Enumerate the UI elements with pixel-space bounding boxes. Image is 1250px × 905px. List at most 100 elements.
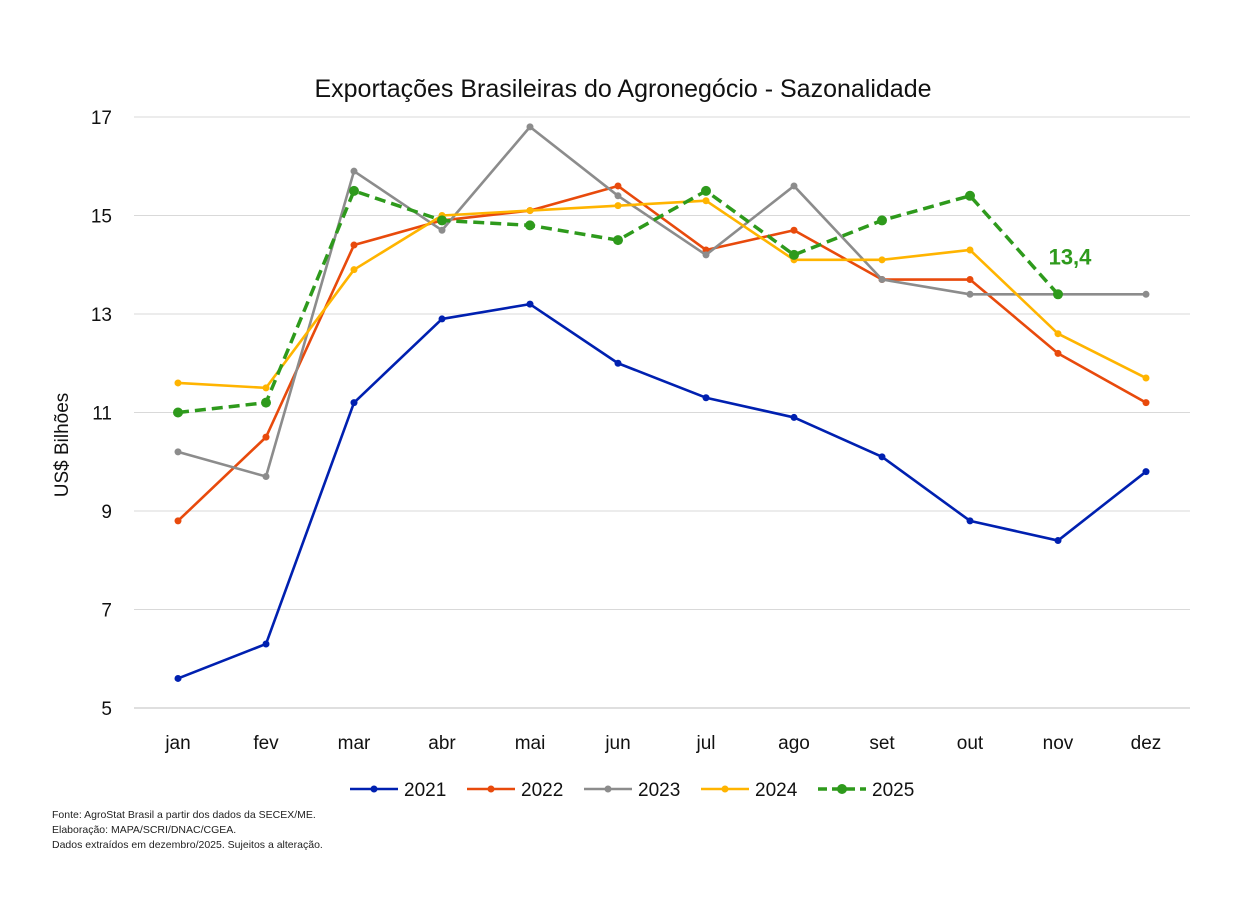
data-point <box>1054 330 1062 338</box>
x-tick-label: nov <box>1043 733 1074 754</box>
data-point <box>790 182 798 190</box>
y-tick-label: 5 <box>101 699 112 720</box>
data-point <box>350 266 358 274</box>
data-point <box>261 397 271 408</box>
data-point <box>790 226 798 234</box>
legend-marker <box>837 784 847 794</box>
data-point <box>262 473 270 481</box>
data-point <box>966 276 974 284</box>
data-point <box>789 249 799 260</box>
data-point <box>1142 290 1150 298</box>
series-line-2025 <box>177 189 1060 415</box>
y-tick-label: 7 <box>101 601 112 622</box>
x-tick-label: ago <box>778 733 810 754</box>
data-point <box>350 241 358 249</box>
x-tick-label: out <box>957 733 984 754</box>
data-point <box>174 448 182 456</box>
data-point <box>702 197 710 205</box>
data-point <box>965 190 975 201</box>
legend-item-2024: 2024 <box>701 780 798 801</box>
data-point <box>966 246 974 254</box>
legend-item-2022: 2022 <box>467 780 563 801</box>
data-point <box>262 384 270 392</box>
data-point <box>702 251 710 259</box>
data-point <box>1053 289 1063 300</box>
series-2023 <box>174 123 1150 481</box>
x-tick-label: set <box>869 733 895 754</box>
x-tick-label: fev <box>253 733 279 754</box>
series-2025 <box>173 185 1063 418</box>
data-point <box>614 359 622 367</box>
data-point <box>877 215 887 226</box>
legend-marker <box>487 785 495 793</box>
series-2022 <box>174 182 1150 525</box>
data-point <box>790 413 798 421</box>
legend-marker <box>721 785 729 793</box>
data-point <box>878 256 886 264</box>
y-tick-label: 15 <box>91 207 112 228</box>
legend-label: 2023 <box>638 780 680 801</box>
x-tick-label: abr <box>428 733 456 754</box>
x-tick-label: mai <box>515 733 546 754</box>
data-point <box>1142 468 1150 476</box>
data-point <box>262 640 270 648</box>
y-tick-label: 13 <box>91 305 112 326</box>
legend-item-2021: 2021 <box>350 780 446 801</box>
data-point <box>437 215 447 226</box>
data-point <box>1142 374 1150 382</box>
y-tick-label: 9 <box>101 502 112 523</box>
series-line-2023 <box>177 125 1146 478</box>
legend-label: 2022 <box>521 780 563 801</box>
series-line-2024 <box>177 199 1147 390</box>
data-point <box>526 300 534 308</box>
data-point <box>262 433 270 441</box>
x-tick-label: dez <box>1131 733 1162 754</box>
data-point <box>614 202 622 210</box>
series-line-2022 <box>177 184 1147 522</box>
data-point <box>526 123 534 131</box>
data-point <box>174 517 182 525</box>
legend-marker <box>604 785 612 793</box>
chart-title: Exportações Brasileiras do Agronegócio -… <box>314 75 931 103</box>
series-2021 <box>174 300 1150 682</box>
data-label: 13,4 <box>1049 244 1093 269</box>
data-point <box>702 394 710 402</box>
data-point <box>438 315 446 323</box>
legend-item-2025: 2025 <box>818 780 914 801</box>
data-point <box>878 276 886 284</box>
data-point <box>525 220 535 231</box>
data-point <box>966 290 974 298</box>
x-tick-label: mar <box>338 733 371 754</box>
data-point <box>350 399 358 407</box>
data-point <box>702 246 710 254</box>
y-tick-label: 11 <box>92 404 112 425</box>
data-point <box>966 517 974 525</box>
footer-notes: Fonte: AgroStat Brasil a partir dos dado… <box>52 808 323 853</box>
data-point <box>614 192 622 200</box>
data-point <box>701 185 711 196</box>
legend-marker <box>370 785 378 793</box>
legend-label: 2021 <box>404 780 446 801</box>
data-point <box>174 674 182 682</box>
data-point <box>878 453 886 461</box>
legend-label: 2025 <box>872 780 914 801</box>
x-tick-label: jan <box>164 733 190 754</box>
data-point <box>350 167 358 175</box>
footer-source: Fonte: AgroStat Brasil a partir dos dado… <box>52 809 316 821</box>
data-point <box>1054 349 1062 357</box>
legend-label: 2024 <box>755 780 798 801</box>
data-point <box>526 207 534 215</box>
footer-disclaimer: Dados extraídos em dezembro/2025. Sujeit… <box>52 839 323 851</box>
data-point <box>613 235 623 246</box>
x-tick-label: jul <box>695 733 715 754</box>
data-point <box>174 379 182 387</box>
data-point <box>349 185 359 196</box>
series-line-2021 <box>177 302 1147 680</box>
legend-item-2023: 2023 <box>584 780 680 801</box>
data-point <box>438 226 446 234</box>
data-point <box>1054 537 1062 545</box>
data-point <box>614 182 622 190</box>
y-tick-label: 17 <box>91 108 112 129</box>
